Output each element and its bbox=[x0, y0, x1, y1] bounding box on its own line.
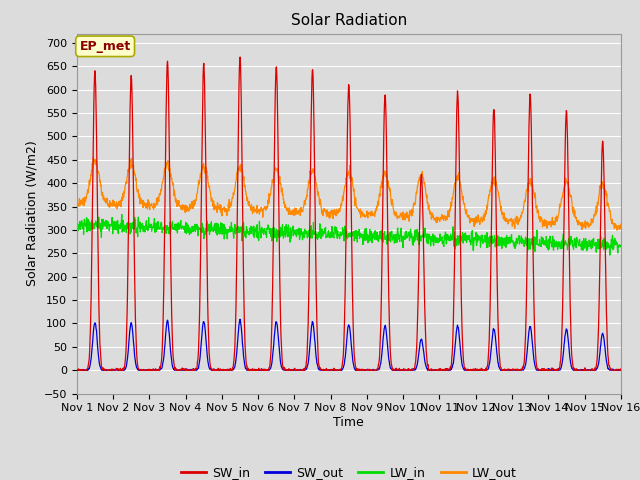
Title: Solar Radiation: Solar Radiation bbox=[291, 13, 407, 28]
Text: EP_met: EP_met bbox=[79, 40, 131, 53]
X-axis label: Time: Time bbox=[333, 416, 364, 429]
Legend: SW_in, SW_out, LW_in, LW_out: SW_in, SW_out, LW_in, LW_out bbox=[176, 461, 522, 480]
Y-axis label: Solar Radiation (W/m2): Solar Radiation (W/m2) bbox=[25, 141, 38, 287]
